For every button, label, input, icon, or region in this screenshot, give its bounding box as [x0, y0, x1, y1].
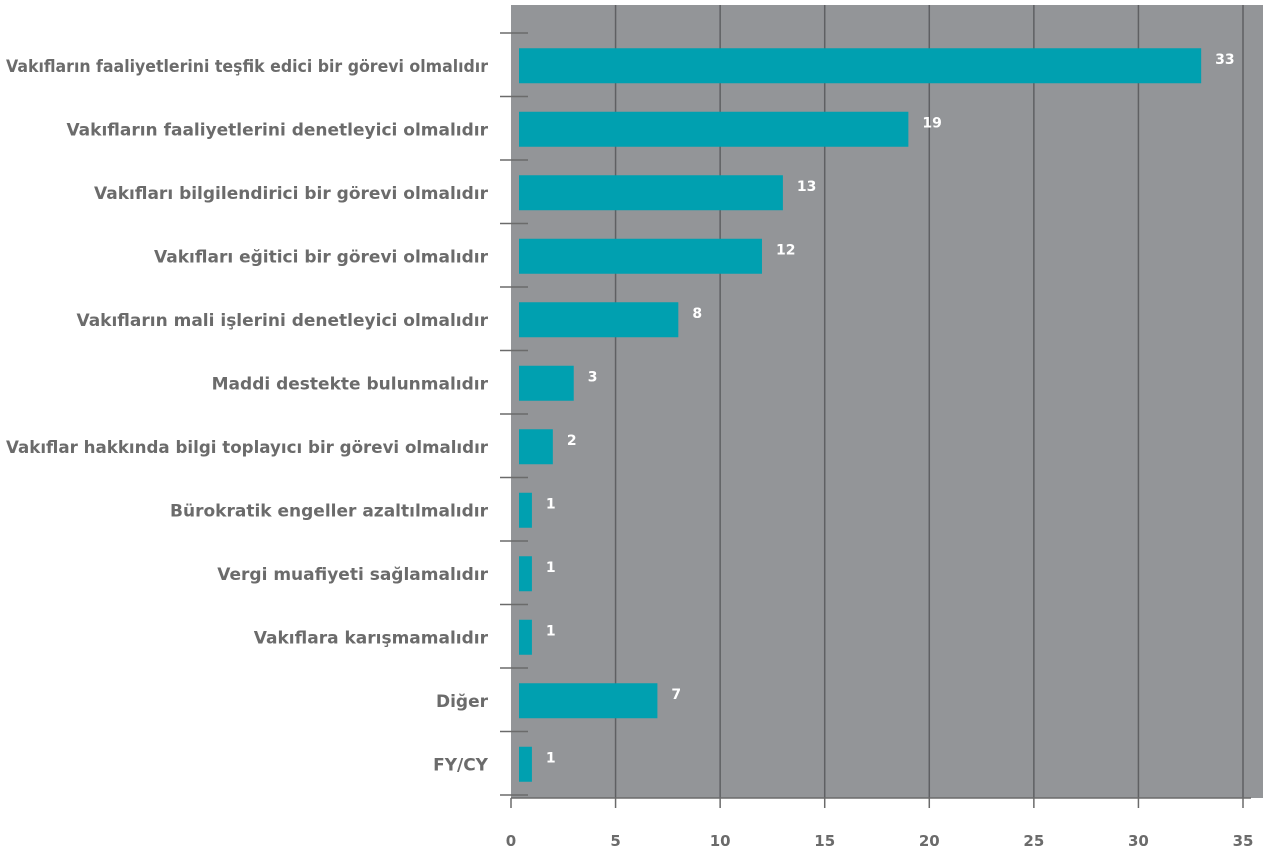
bar — [519, 365, 574, 401]
category-tick-marks — [500, 32, 528, 796]
bar — [519, 619, 532, 655]
bar — [519, 683, 658, 719]
bar — [519, 111, 909, 147]
category-label: Vergi muafiyeti sağlamalıdır — [217, 565, 488, 585]
value-label: 13 — [797, 179, 816, 195]
value-label: 3 — [588, 369, 598, 385]
category-label: Vakıflar hakkında bilgi toplayıcı bir gö… — [6, 438, 489, 458]
category-label: FY/CY — [433, 755, 489, 775]
bar — [519, 302, 679, 338]
x-tick-label: 20 — [919, 832, 940, 850]
x-axis: 0 5 10 15 20 25 30 35 — [506, 797, 1254, 850]
category-label: Vakıfları eğitici bir görevi olmalıdır — [154, 247, 489, 267]
category-label: Vakıfları bilgilendirici bir görevi olma… — [94, 184, 489, 204]
value-label: 8 — [692, 306, 702, 322]
category-label: Diğer — [436, 692, 489, 712]
value-label: 12 — [776, 242, 795, 258]
value-label: 1 — [546, 496, 556, 512]
value-label: 1 — [546, 750, 556, 766]
value-label: 1 — [546, 560, 556, 576]
value-label: 7 — [671, 687, 681, 703]
bar — [519, 48, 1202, 84]
category-label: Vakıflara karışmamalıdır — [254, 628, 489, 648]
bar — [519, 556, 532, 592]
x-tick-label: 25 — [1023, 832, 1044, 850]
value-labels: 33 19 13 12 8 3 2 1 1 1 7 1 — [546, 52, 1235, 767]
x-tick-label: 30 — [1128, 832, 1149, 850]
bars — [519, 48, 1202, 782]
x-tick-label: 0 — [506, 832, 516, 850]
category-labels: Vakıfların faaliyetlerini teşfik edici b… — [6, 57, 489, 776]
value-label: 33 — [1215, 52, 1234, 68]
category-label: Bürokratik engeller azaltılmalıdır — [170, 501, 489, 521]
x-tick-label: 35 — [1233, 832, 1254, 850]
value-label: 19 — [922, 115, 941, 131]
bar — [519, 175, 783, 211]
bar — [519, 238, 762, 274]
value-label: 2 — [567, 433, 577, 449]
category-label: Vakıfların faaliyetlerini teşfik edici b… — [6, 57, 489, 77]
x-tick-label: 5 — [610, 832, 620, 850]
bar — [519, 492, 532, 528]
x-tick-label: 15 — [814, 832, 835, 850]
category-label: Maddi destekte bulunmalıdır — [212, 374, 489, 394]
value-label: 1 — [546, 623, 556, 639]
bar — [519, 429, 553, 465]
x-tick-label: 10 — [710, 832, 731, 850]
category-label: Vakıfların faaliyetlerini denetleyici ol… — [66, 120, 488, 140]
bar — [519, 746, 532, 782]
category-label: Vakıfların mali işlerini denetleyici olm… — [76, 311, 488, 331]
